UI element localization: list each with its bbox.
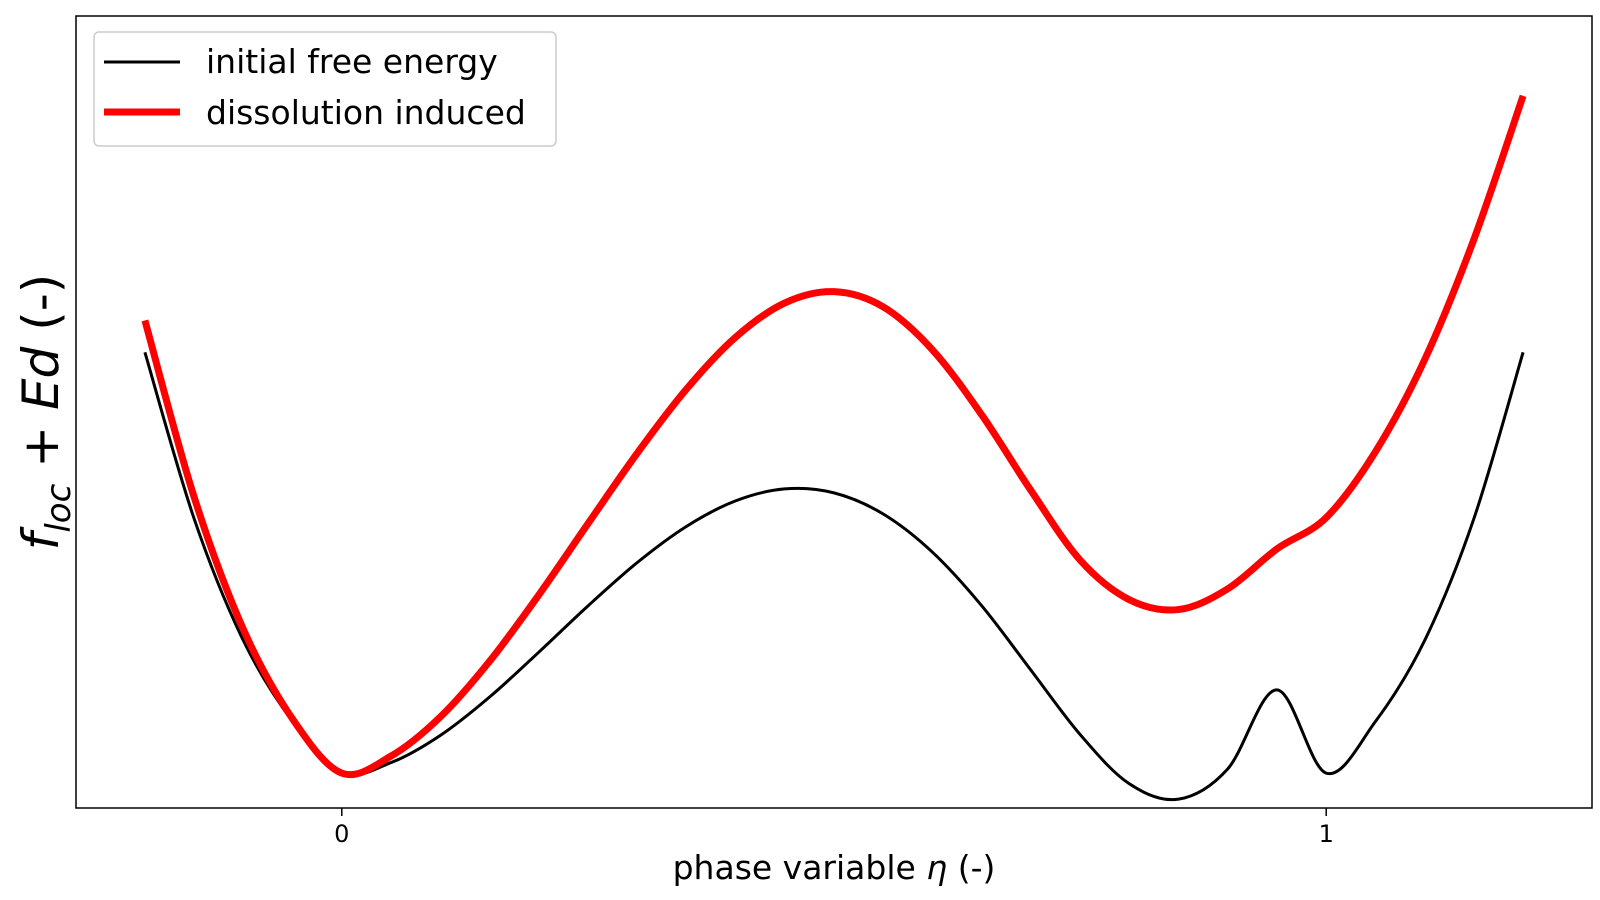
y-axis-label: floc + Ed (-) (12, 274, 79, 551)
legend: initial free energy dissolution induced (93, 31, 557, 147)
x-axis-label: phase variable η (-) (673, 848, 996, 887)
x-tick-label: 1 (1319, 820, 1334, 848)
series-line-dissolution (141, 94, 1527, 779)
legend-label-dissolution: dissolution induced (206, 93, 526, 132)
legend-box (93, 31, 557, 147)
plot-area (75, 15, 1593, 809)
x-tick-label: 0 (334, 820, 349, 848)
series-layer (141, 94, 1527, 802)
x-axis-symbol: η (926, 848, 947, 887)
legend-label-initial: initial free energy (206, 42, 498, 81)
